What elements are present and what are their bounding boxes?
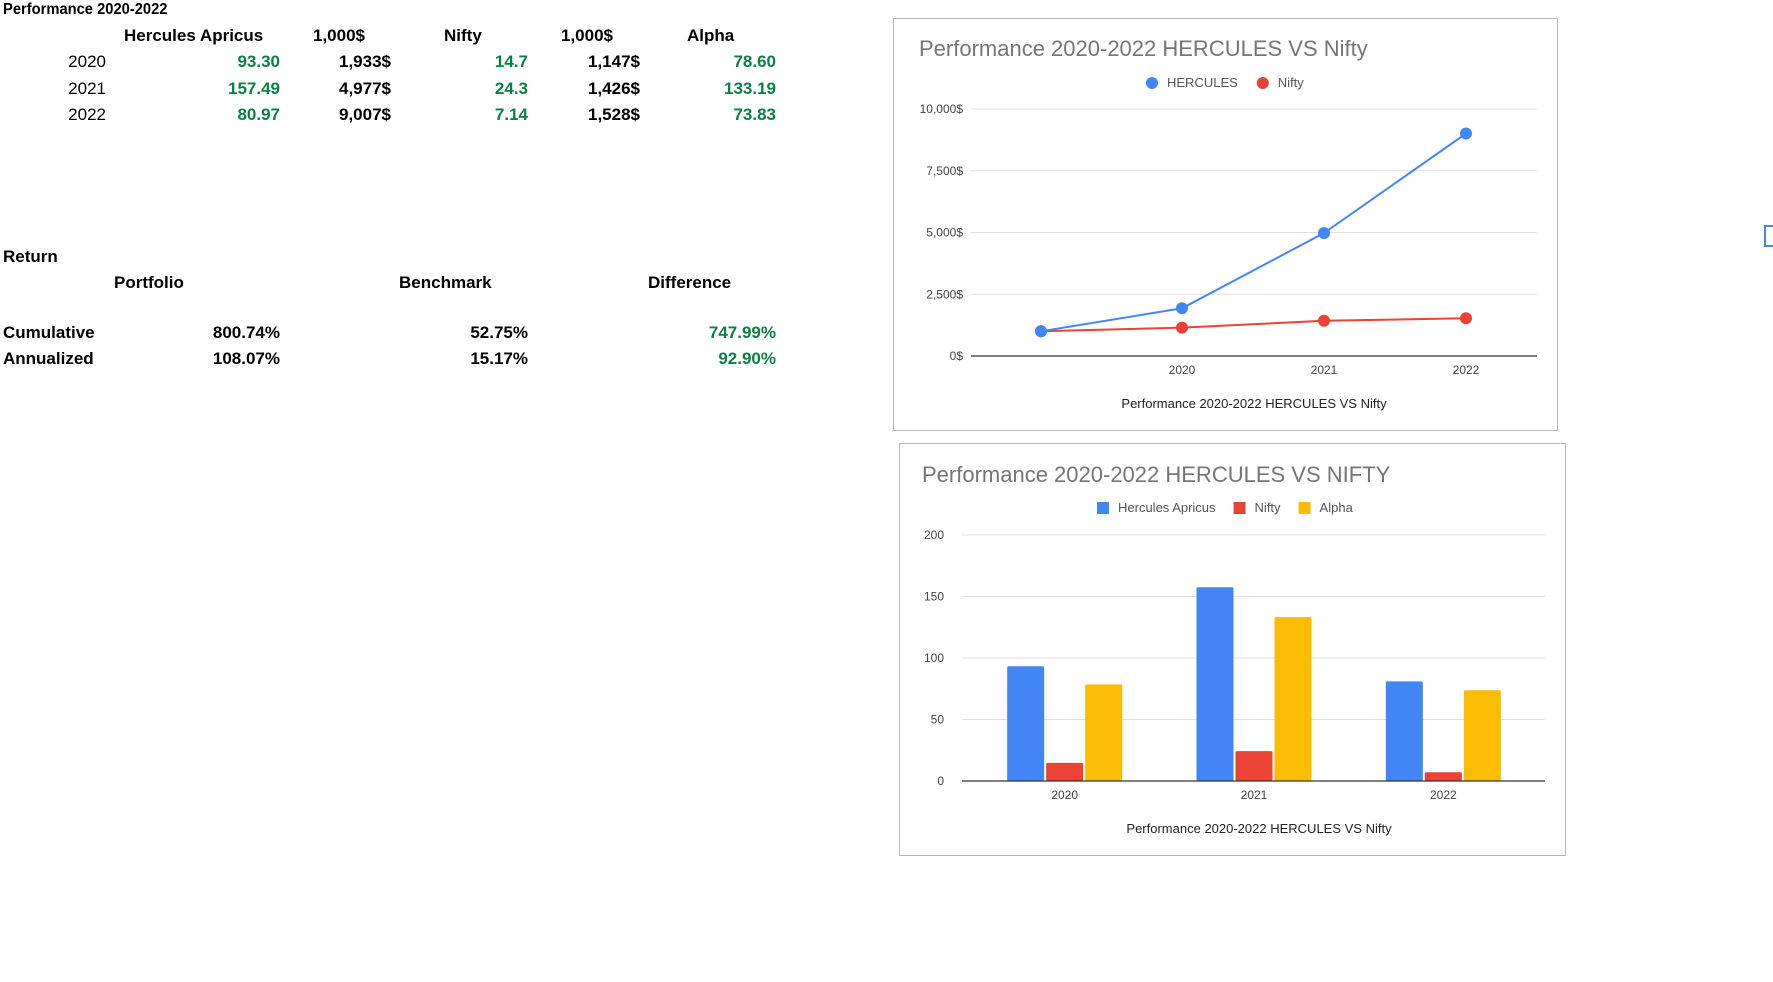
row-2020-hercules[interactable]: 93.30 [237,52,280,71]
header-hercules-value[interactable]: 1,000$ [313,26,365,45]
line-chart-grid [971,108,1537,357]
line-chart-x-axis-label: Performance 2020-2022 HERCULES VS Nifty [1121,396,1387,411]
header-nifty-value[interactable]: 1,000$ [561,26,613,45]
bar-chart-x-tick-label: 2022 [1430,788,1457,802]
bar-2021-hercules-apricus [1196,587,1234,781]
bar-chart-x-tick-label: 2021 [1241,788,1268,802]
line-point-nifty [1318,314,1330,327]
line-series-hercules [1040,132,1467,333]
line-point-hercules [1460,127,1472,140]
row-2021-nifty-value[interactable]: 1,426$ [588,79,640,98]
line-chart-y-tick-label: 7,500$ [926,164,963,178]
line-chart-x-ticks: 2020 2021 2022 [1169,363,1480,377]
line-chart-y-tick-label: 0$ [950,349,964,363]
row-2020-nifty-value[interactable]: 1,147$ [588,52,640,71]
row-2022-hercules[interactable]: 80.97 [237,105,280,124]
row-2022-nifty[interactable]: 7.14 [494,105,528,124]
line-chart-y-tick-label: 10,000$ [920,102,964,116]
header-hercules[interactable]: Hercules Apricus [124,26,264,45]
line-point-nifty [1460,312,1472,325]
bar-2020-nifty [1046,762,1084,781]
line-chart-x-tick-label: 2022 [1453,363,1480,377]
bar-2021-alpha [1274,617,1312,781]
bar-2020-hercules-apricus [1007,666,1045,781]
return-header-portfolio[interactable]: Portfolio [114,273,184,292]
bar-legend-marker-hercules-apricus [1097,502,1109,514]
header-alpha[interactable]: Alpha [687,26,735,45]
bar-chart-x-ticks: 2020 2021 2022 [1051,788,1457,802]
line-point-hercules [1035,325,1047,338]
line-chart[interactable]: Performance 2020-2022 HERCULES VS Nifty … [893,18,1558,431]
bar-legend-marker-alpha [1298,502,1311,514]
bar-chart[interactable]: Performance 2020-2022 HERCULES VS NIFTY … [899,443,1566,856]
return-header-difference[interactable]: Difference [648,273,732,292]
return-label[interactable]: Return [3,247,58,266]
line-point-hercules [1318,227,1330,240]
bar-chart-y-ticks: 0 50 100 150 200 [924,528,944,788]
legend-label-hercules: HERCULES [1167,75,1238,90]
return-row-cumulative-difference[interactable]: 747.99% [708,323,776,342]
return-row-annualized-label[interactable]: Annualized [3,349,94,368]
row-2020-year[interactable]: 2020 [68,52,106,71]
line-point-nifty [1176,321,1188,334]
bar-legend-marker-nifty [1233,502,1246,514]
bar-2022-alpha [1463,690,1501,781]
legend-label-nifty: Nifty [1278,75,1305,90]
row-2022-nifty-value[interactable]: 1,528$ [588,105,640,124]
bar-2021-nifty [1235,751,1273,781]
bar-chart-svg: Performance 2020-2022 HERCULES VS NIFTY … [922,462,1545,836]
line-chart-y-tick-label: 2,500$ [926,287,963,301]
bar-chart-y-tick-label: 100 [924,651,944,665]
row-2021-year[interactable]: 2021 [68,79,106,98]
row-2022-alpha[interactable]: 73.83 [733,105,776,124]
row-2020-hercules-value[interactable]: 1,933$ [339,52,391,71]
bar-legend-label-hercules-apricus: Hercules Apricus [1118,500,1216,515]
line-chart-y-ticks: 0$ 2,500$ 5,000$ 7,500$ 10,000$ [920,102,964,363]
line-chart-legend: HERCULES Nifty [1146,75,1304,90]
return-row-cumulative-benchmark[interactable]: 52.75% [470,323,528,342]
row-2020-nifty[interactable]: 14.7 [494,52,528,71]
row-2022-year[interactable]: 2022 [68,105,106,124]
return-row-cumulative-portfolio[interactable]: 800.74% [212,323,280,342]
bar-legend-label-alpha: Alpha [1320,500,1354,515]
line-point-hercules [1176,302,1188,315]
line-chart-x-tick-label: 2021 [1311,363,1338,377]
row-2021-hercules[interactable]: 157.49 [228,79,280,98]
bar-chart-y-tick-label: 50 [931,713,945,727]
legend-marker-nifty [1256,77,1269,89]
bar-2022-nifty [1424,772,1462,781]
bar-chart-x-tick-label: 2020 [1051,788,1078,802]
bar-chart-y-tick-label: 0 [937,774,944,788]
bar-chart-y-tick-label: 150 [924,590,944,604]
bar-2022-hercules-apricus [1385,681,1423,781]
row-2021-hercules-value[interactable]: 4,977$ [339,79,391,98]
row-2020-alpha[interactable]: 78.60 [733,52,776,71]
line-chart-title: Performance 2020-2022 HERCULES VS Nifty [919,36,1368,61]
bar-2020-alpha [1085,684,1123,781]
return-row-cumulative-label[interactable]: Cumulative [3,323,95,342]
bar-chart-grid [962,534,1545,720]
bar-chart-title: Performance 2020-2022 HERCULES VS NIFTY [922,462,1391,487]
row-2022-hercules-value[interactable]: 9,007$ [339,105,391,124]
bar-chart-y-tick-label: 200 [924,528,944,542]
row-2021-alpha[interactable]: 133.19 [724,79,776,98]
row-2021-nifty[interactable]: 24.3 [494,79,528,98]
bar-chart-legend: Hercules Apricus Nifty Alpha [1097,500,1354,515]
return-header-benchmark[interactable]: Benchmark [399,273,492,292]
sheet-title[interactable]: Performance 2020-2022 [3,1,168,18]
bar-legend-label-nifty: Nifty [1255,500,1282,515]
legend-marker-hercules [1146,77,1158,89]
line-chart-y-tick-label: 5,000$ [926,226,963,240]
bar-chart-x-axis-label: Performance 2020-2022 HERCULES VS Nifty [1126,821,1392,836]
return-row-annualized-portfolio[interactable]: 108.07% [212,349,280,368]
header-nifty[interactable]: Nifty [444,26,482,45]
return-row-annualized-benchmark[interactable]: 15.17% [470,349,528,368]
line-chart-x-tick-label: 2020 [1169,363,1196,377]
bar-chart-bars [962,587,1545,782]
line-chart-svg: Performance 2020-2022 HERCULES VS Nifty … [919,36,1537,411]
return-row-annualized-difference[interactable]: 92.90% [718,349,776,368]
line-chart-series [1035,127,1472,338]
line-series-nifty [1040,317,1467,333]
chart-resize-handle[interactable] [1764,225,1773,247]
